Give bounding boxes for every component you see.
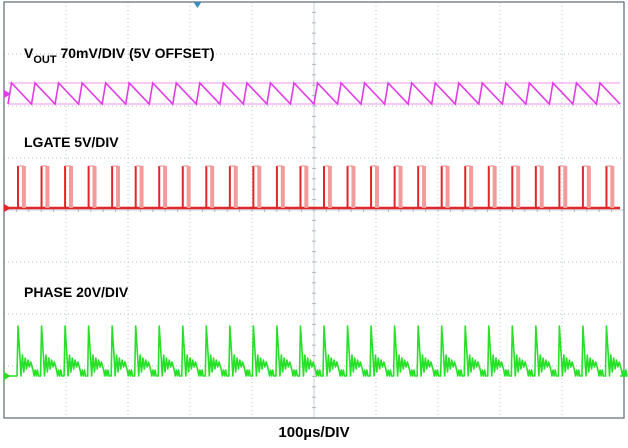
lgate-pulse-fall [92,166,97,208]
lgate-pulse-fall [422,166,427,208]
lgate-pulse-fall [116,166,121,208]
lgate-pulse-fall [257,166,262,208]
lgate-pulse-fall [304,166,309,208]
lgate-pulse-fall [68,166,73,208]
x-axis-label: 100µs/DIV [278,424,350,441]
lgate-pulse-fall [398,166,403,208]
lgate-pulse-fall [563,166,568,208]
lgate-pulse-fall [21,166,26,208]
lgate-pulse-fall [445,166,450,208]
lgate-pulse-fall [210,166,215,208]
lgate-pulse-fall [539,166,544,208]
lgate-pulse-fall [45,166,50,208]
vout-label-main: V [24,45,34,61]
trigger-marker [193,2,202,8]
lgate-pulse-fall [163,166,168,208]
lgate-pulse-fall [492,166,497,208]
lgate-pulse-fall [586,166,591,208]
vout-label-rest: 70mV/DIV (5V OFFSET) [57,45,215,61]
lgate-pulse-fall [327,166,332,208]
lgate-channel-marker [4,204,11,212]
lgate-pulse-fall [610,166,615,208]
vout-label: VOUT 70mV/DIV (5V OFFSET) [24,45,215,66]
phase-channel-marker [4,372,11,380]
lgate-pulse-fall [233,166,238,208]
plot-grid [3,1,625,419]
lgate-label: LGATE 5V/DIV [24,134,119,150]
vout-label-sub: OUT [33,54,57,66]
lgate-pulse-fall [516,166,521,208]
lgate-pulse-fall [186,166,191,208]
plot-traces [4,81,628,380]
lgate-pulse-fall [351,166,356,208]
vout-channel-marker [4,90,11,98]
lgate-pulse-fall [469,166,474,208]
lgate-pulse-fall [139,166,144,208]
phase-trace [8,325,628,377]
lgate-pulse-fall [374,166,379,208]
oscilloscope-plot: VOUT 70mV/DIV (5V OFFSET) LGATE 5V/DIV P… [3,1,628,419]
vout-trace [7,81,621,106]
lgate-pulse-fall [280,166,285,208]
phase-label: PHASE 20V/DIV [24,284,129,300]
